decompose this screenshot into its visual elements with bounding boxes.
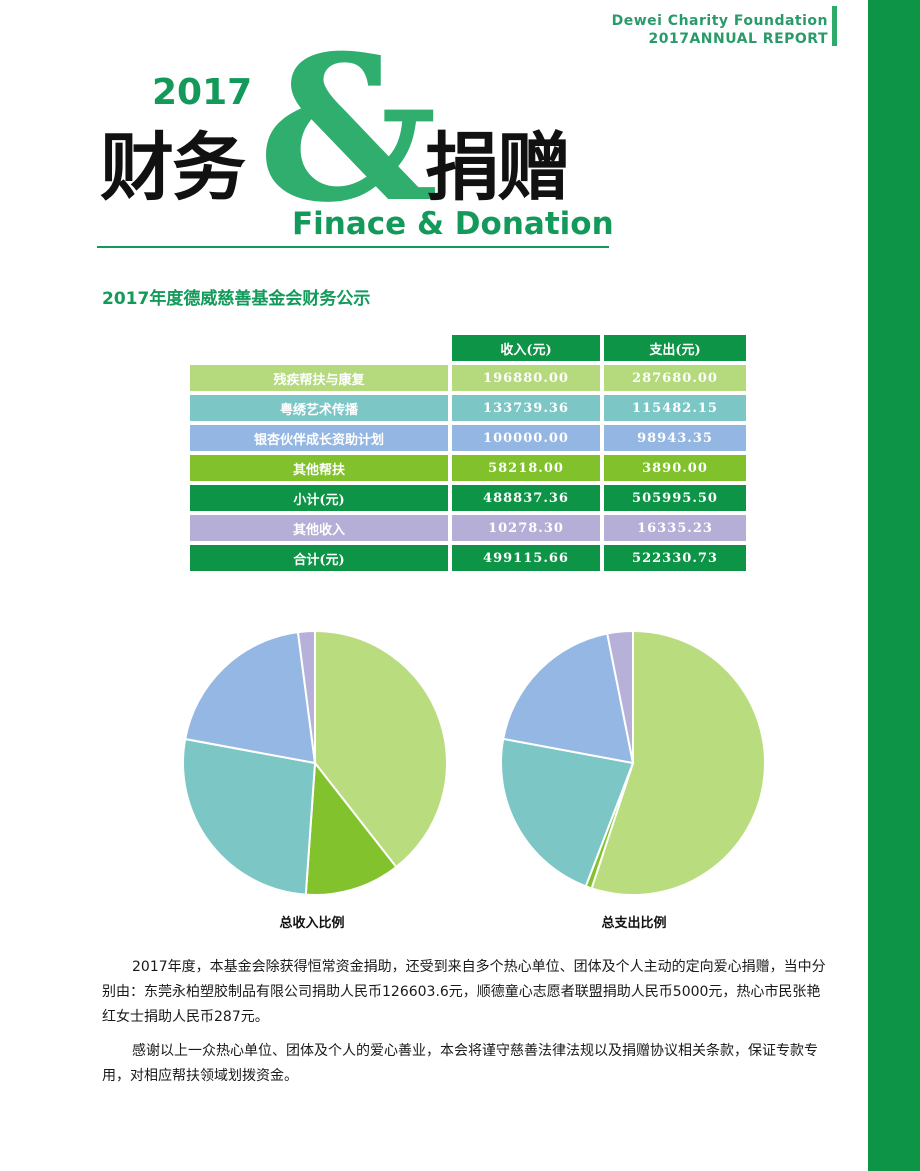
title-ampersand: & (258, 12, 439, 247)
table-row: 小计(元) 488837.36 505995.50 (190, 485, 746, 511)
section-title: 2017年度德威慈善基金会财务公示 (102, 289, 371, 309)
row-income: 196880.00 (452, 365, 600, 391)
row-label: 合计(元) (190, 545, 448, 571)
pie-slice (502, 632, 635, 765)
title-year: 2017 (152, 72, 253, 113)
income-pie-caption: 总收入比例 (279, 916, 345, 931)
income-pie-chart (182, 629, 448, 896)
table-row: 其他收入 10278.30 16335.23 (190, 515, 746, 541)
title-english: Finace & Donation (292, 206, 614, 242)
pie-slice (304, 760, 398, 896)
header-accent-line (832, 6, 837, 46)
expense-pie-chart (500, 629, 766, 896)
pie-slice (500, 737, 635, 888)
row-expense: 16335.23 (604, 515, 746, 541)
pie-slice (182, 737, 317, 896)
row-expense: 505995.50 (604, 485, 746, 511)
row-label: 小计(元) (190, 485, 448, 511)
row-income: 488837.36 (452, 485, 600, 511)
donation-paragraph: 2017年度，本基金会除获得恒常资金捐助，还受到来自多个热心单位、团体及个人主动… (102, 959, 826, 1025)
row-label: 粤绣艺术传播 (190, 395, 448, 421)
table-row: 粤绣艺术传播 133739.36 115482.15 (190, 395, 746, 421)
row-expense: 98943.35 (604, 425, 746, 451)
row-label: 残疾帮扶与康复 (190, 365, 448, 391)
pie-slice (296, 629, 316, 764)
thanks-paragraph: 感谢以上一众热心单位、团体及个人的爱心善业，本会将谨守慈善法律法规以及捐赠协议相… (102, 1043, 818, 1084)
table-header-row: 收入(元) 支出(元) (190, 335, 746, 361)
finance-table: 收入(元) 支出(元) 残疾帮扶与康复 196880.00 287680.00 粤绣艺… (186, 331, 750, 575)
row-label: 其他收入 (190, 515, 448, 541)
row-income: 499115.66 (452, 545, 600, 571)
table-header-expense: 支出(元) (604, 335, 746, 361)
title-divider (97, 246, 609, 248)
row-income: 58218.00 (452, 455, 600, 481)
pie-slice (314, 629, 448, 869)
row-label: 银杏伙伴成长资助计划 (190, 425, 448, 451)
row-income: 100000.00 (452, 425, 600, 451)
row-expense: 522330.73 (604, 545, 746, 571)
report-name: 2017ANNUAL REPORT (648, 31, 828, 47)
organization-name: Dewei Charity Foundation (611, 13, 828, 29)
row-label: 其他帮扶 (190, 455, 448, 481)
table-header-income: 收入(元) (452, 335, 600, 361)
expense-pie-caption: 总支出比例 (601, 916, 667, 931)
table-row: 合计(元) 499115.66 522330.73 (190, 545, 746, 571)
table-header-blank (190, 335, 448, 361)
table-row: 其他帮扶 58218.00 3890.00 (190, 455, 746, 481)
pie-slice (590, 629, 766, 896)
row-expense: 287680.00 (604, 365, 746, 391)
report-header: Dewei Charity Foundation 2017ANNUAL REPO… (612, 12, 828, 48)
title-donation-cn: 捐赠 (425, 125, 571, 211)
row-income: 133739.36 (452, 395, 600, 421)
title-finance-cn: 财务 (100, 125, 246, 211)
row-expense: 3890.00 (604, 455, 746, 481)
table-row: 残疾帮扶与康复 196880.00 287680.00 (190, 365, 746, 391)
pie-slice (606, 629, 634, 764)
side-accent-bar (868, 0, 920, 1171)
row-income: 10278.30 (452, 515, 600, 541)
row-expense: 115482.15 (604, 395, 746, 421)
pie-slice (184, 630, 317, 765)
table-row: 银杏伙伴成长资助计划 100000.00 98943.35 (190, 425, 746, 451)
